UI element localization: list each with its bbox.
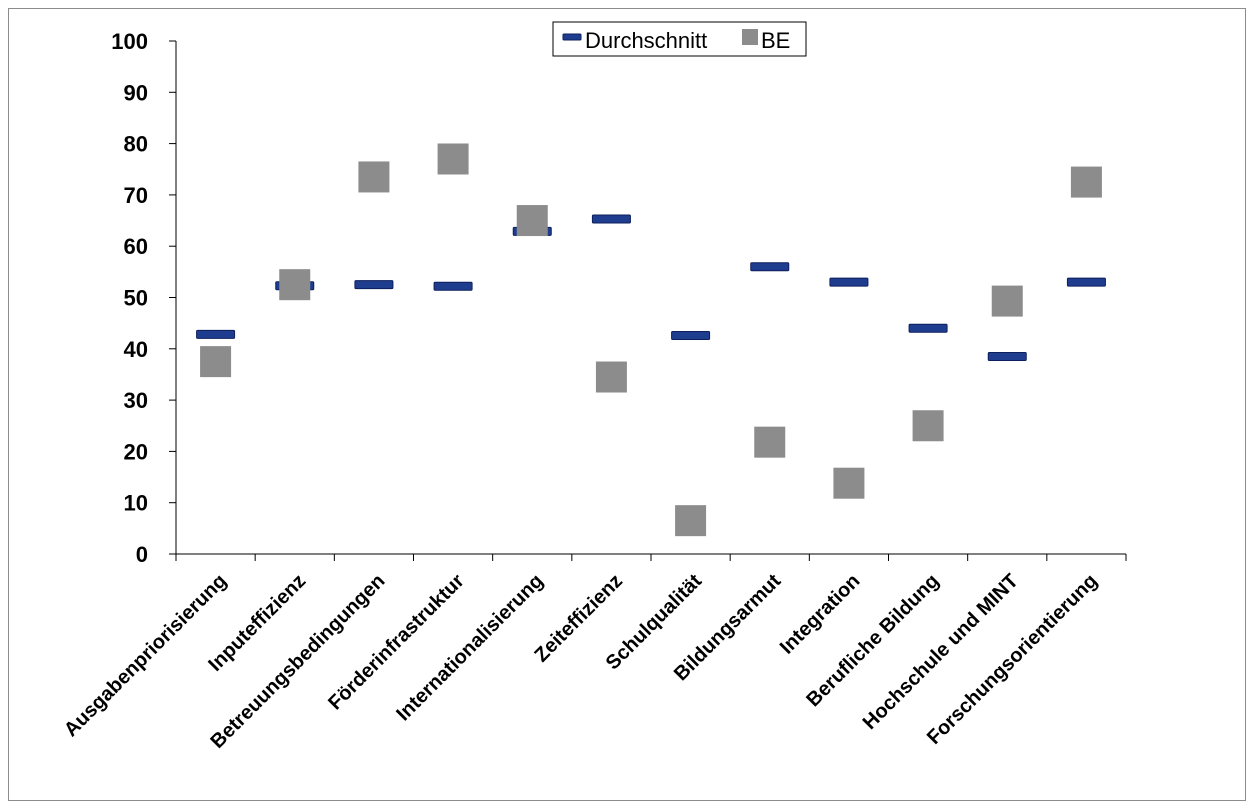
be-marker [279,269,311,301]
x-category-label: Förderinfrastruktur [324,570,469,715]
be-marker [516,205,548,237]
be-marker [833,467,865,499]
be-marker [358,161,390,193]
be-marker [991,285,1023,317]
y-tick-label: 10 [124,491,148,516]
durchschnitt-marker [1066,277,1106,287]
legend: Durchschnitt BE [552,21,807,57]
y-tick-label: 30 [124,388,148,413]
durchschnitt-marker [591,214,631,224]
x-category-label: Internationalisierung [392,570,547,725]
legend-box [552,21,807,57]
plot-marks [196,143,1106,537]
legend-swatch-be [742,29,758,45]
y-tick-label: 20 [124,439,148,464]
be-marker [1070,166,1102,198]
y-tick-label: 60 [124,234,148,259]
be-marker [200,346,232,378]
y-tick-label: 70 [124,183,148,208]
legend-label-be: BE [761,28,790,53]
durchschnitt-marker [829,277,869,287]
durchschnitt-marker [671,330,711,340]
x-category-label: Berufliche Bildung [802,570,943,711]
durchschnitt-marker [354,280,394,290]
durchschnitt-marker [433,281,473,291]
durchschnitt-marker [750,262,790,272]
be-marker [595,361,627,393]
be-marker [912,410,944,442]
be-marker [754,426,786,458]
x-category-label: Ausgabenpriorisierung [60,570,231,741]
y-tick-label: 0 [136,542,148,567]
x-category-label: Hochschule und MINT [859,570,1023,734]
durchschnitt-marker [908,323,948,333]
y-tick-label: 40 [124,337,148,362]
y-tick-label: 50 [124,286,148,311]
legend-swatch-durchschnitt [562,33,582,41]
y-tick-label: 100 [111,29,148,54]
x-category-label: Forschungsorientierung [923,570,1102,749]
be-marker [675,505,707,537]
legend-label-durchschnitt: Durchschnitt [585,28,707,53]
y-tick-label: 80 [124,132,148,157]
durchschnitt-marker [196,329,236,339]
chart-frame [8,8,1246,801]
y-axis-ticks: 0 10 20 30 40 50 60 70 80 90 100 [111,29,176,567]
be-marker [437,143,469,175]
y-tick-label: 90 [124,80,148,105]
durchschnitt-marker [987,351,1027,361]
x-axis-ticks: AusgabenpriorisierungInputeffizienzBetre… [60,554,1127,753]
axes [175,41,1126,555]
x-category-label: Integration [776,570,865,659]
